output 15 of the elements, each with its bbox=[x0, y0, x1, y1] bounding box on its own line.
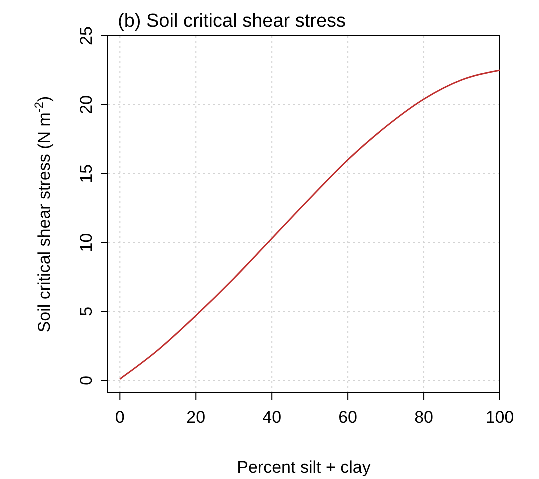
x-tick-label: 0 bbox=[115, 408, 125, 427]
y-tick-label: 15 bbox=[77, 164, 96, 184]
x-tick-label: 60 bbox=[338, 408, 358, 427]
y-tick-label: 0 bbox=[77, 376, 96, 386]
y-tick-label: 5 bbox=[77, 306, 96, 316]
x-tick-label: 100 bbox=[486, 408, 514, 427]
x-tick-label: 20 bbox=[186, 408, 206, 427]
x-tick-label: 40 bbox=[262, 408, 282, 427]
y-tick-label: 25 bbox=[77, 26, 96, 46]
x-axis-title: Percent silt + clay bbox=[237, 458, 372, 477]
chart-title: (b) Soil critical shear stress bbox=[118, 11, 346, 32]
y-tick-label: 10 bbox=[77, 233, 96, 252]
y-tick-label: 20 bbox=[77, 95, 96, 114]
line-series bbox=[119, 70, 501, 380]
x-tick-label: 80 bbox=[414, 408, 434, 427]
